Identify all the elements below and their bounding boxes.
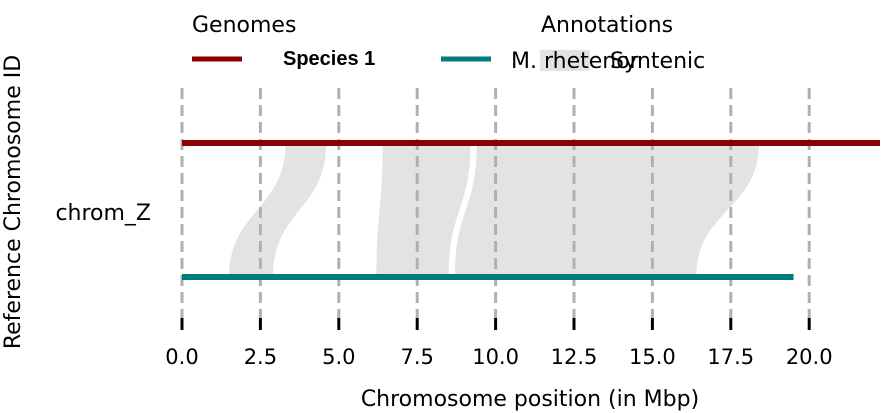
x-tick-label-1: 2.5 (244, 345, 277, 369)
legend-label-m-rhetenor: M. rhetenor (511, 49, 640, 74)
x-axis-ticks: 0.0 2.5 5.0 7.5 10.0 12.5 15.0 17.5 20.0 (165, 318, 833, 369)
y-axis-title: Reference Chromosome ID (1, 55, 26, 349)
x-tick-label-3: 7.5 (400, 345, 433, 369)
legend: Genomes Annotations Species 1 M. rheteno… (192, 13, 705, 74)
legend-genomes-title: Genomes (192, 13, 296, 38)
x-tick-label-0: 0.0 (165, 345, 198, 369)
x-tick-label-8: 20.0 (786, 345, 833, 369)
legend-label-syntenic: Syntenic (610, 49, 705, 74)
syntenic-blocks (229, 143, 760, 277)
genome-lines (182, 140, 880, 280)
x-tick-label-5: 12.5 (551, 345, 598, 369)
legend-label-species-1: Species 1 (283, 48, 375, 70)
row-label-chromosome: chrom_Z (55, 201, 151, 226)
syntenic-block-3 (454, 143, 760, 277)
legend-annotations-title: Annotations (541, 13, 673, 38)
x-axis-title: Chromosome position (in Mbp) (361, 387, 699, 412)
x-tick-label-4: 10.0 (472, 345, 519, 369)
x-tick-label-6: 15.0 (629, 345, 676, 369)
legend-swatch-syntenic (540, 50, 590, 71)
x-tick-label-7: 17.5 (707, 345, 754, 369)
x-tick-label-2: 5.0 (322, 345, 355, 369)
syntenic-block-2 (376, 143, 471, 277)
syntenic-block-1 (229, 143, 327, 277)
